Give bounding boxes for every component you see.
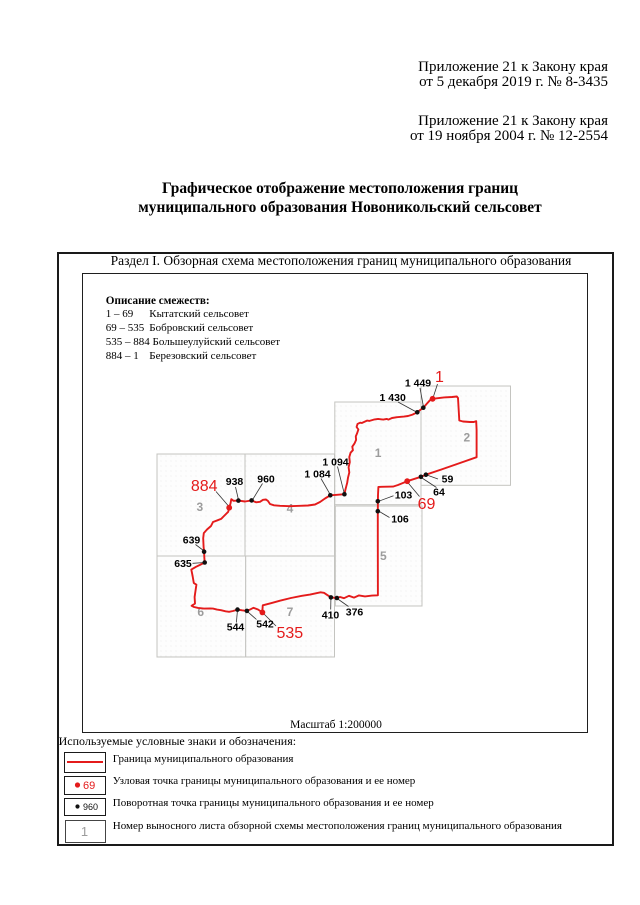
svg-text:960: 960 <box>257 474 275 486</box>
svg-text:1: 1 <box>435 369 444 386</box>
svg-text:639: 639 <box>183 535 201 547</box>
svg-text:5: 5 <box>380 549 387 563</box>
svg-text:376: 376 <box>346 607 364 619</box>
svg-text:1 449: 1 449 <box>405 377 431 389</box>
svg-text:1 084: 1 084 <box>304 469 330 481</box>
svg-text:6: 6 <box>197 605 204 619</box>
svg-text:59: 59 <box>442 474 454 486</box>
svg-text:635: 635 <box>174 558 192 570</box>
svg-text:960: 960 <box>83 802 98 812</box>
svg-text:938: 938 <box>226 476 244 488</box>
svg-text:4: 4 <box>287 501 294 515</box>
svg-text:1: 1 <box>375 446 382 460</box>
svg-text:410: 410 <box>322 610 340 622</box>
svg-text:103: 103 <box>395 490 413 502</box>
svg-text:544: 544 <box>227 622 245 634</box>
svg-text:64: 64 <box>433 487 445 499</box>
svg-text:884: 884 <box>191 478 218 495</box>
svg-text:7: 7 <box>287 605 294 619</box>
svg-text:1 094: 1 094 <box>322 457 348 469</box>
svg-text:1 430: 1 430 <box>380 392 406 404</box>
svg-text:69: 69 <box>83 780 95 792</box>
svg-text:106: 106 <box>391 514 409 526</box>
svg-text:3: 3 <box>196 500 203 514</box>
svg-text:2: 2 <box>463 430 470 444</box>
svg-text:542: 542 <box>256 618 274 630</box>
svg-text:69: 69 <box>418 496 436 513</box>
svg-text:535: 535 <box>276 625 303 642</box>
